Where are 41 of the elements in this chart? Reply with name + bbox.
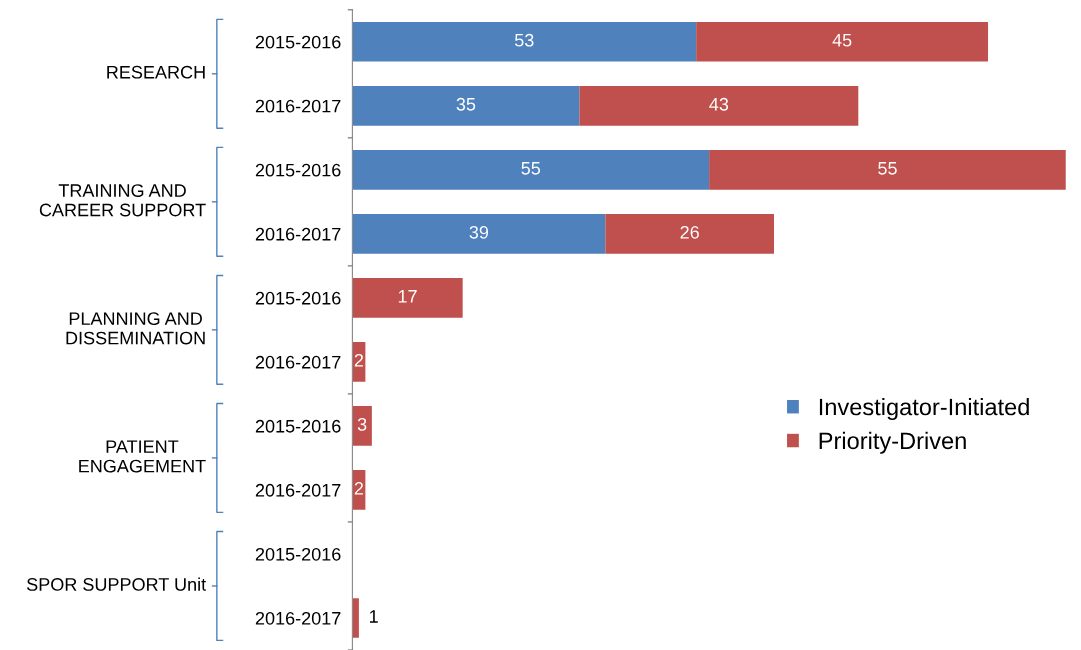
data-label: 17 (398, 290, 417, 303)
bar (709, 149, 1066, 190)
bar (352, 278, 463, 318)
text: TRAINING AND CAREER SUPPORT (39, 184, 206, 217)
data-label: 2 (354, 482, 364, 495)
y-tick-label: 2016-2017 (255, 483, 341, 497)
bar (352, 149, 710, 190)
y-tick-label: 2016-2017 (255, 227, 341, 241)
data-label: 35 (456, 97, 476, 111)
data-label: 3 (357, 417, 367, 431)
y-tick-label: 2015-2016 (255, 35, 341, 49)
data-label: 26 (680, 225, 699, 239)
data-label: 55 (878, 162, 897, 175)
y-tick-label: 2016-2017 (255, 611, 341, 625)
data-label: 2 (354, 353, 364, 367)
y-tick-label: 2015-2016 (255, 419, 341, 433)
bar (579, 85, 859, 126)
text: RESEARCH (107, 65, 205, 79)
y-tick-label: 2015-2016 (255, 547, 341, 561)
data-label: 45 (832, 34, 852, 47)
bar (352, 21, 697, 62)
y-tick-label: 2016-2017 (255, 99, 341, 113)
y-tick-label: 2015-2016 (255, 291, 341, 305)
data-label: 1 (370, 610, 378, 623)
text: PLANNING AND DISSEMINATION (66, 312, 205, 345)
text: PATIENT ENGAGEMENT (79, 440, 206, 473)
legend-label: Priority-Driven (819, 431, 966, 454)
data-label: 43 (709, 97, 729, 111)
data-label: 39 (469, 225, 489, 239)
bar (352, 598, 359, 638)
bar (352, 85, 580, 126)
data-label: 53 (514, 33, 534, 47)
text: SPOR SUPPORT Unit (27, 577, 207, 591)
bar (352, 406, 372, 446)
y-tick-label: 2015-2016 (255, 163, 341, 177)
bar (605, 213, 774, 254)
bar (352, 213, 606, 254)
legend-label: Investigator-Initiated (819, 398, 1029, 421)
data-label: 55 (521, 162, 541, 175)
y-tick-label: 2016-2017 (255, 355, 341, 369)
bar (696, 21, 989, 62)
